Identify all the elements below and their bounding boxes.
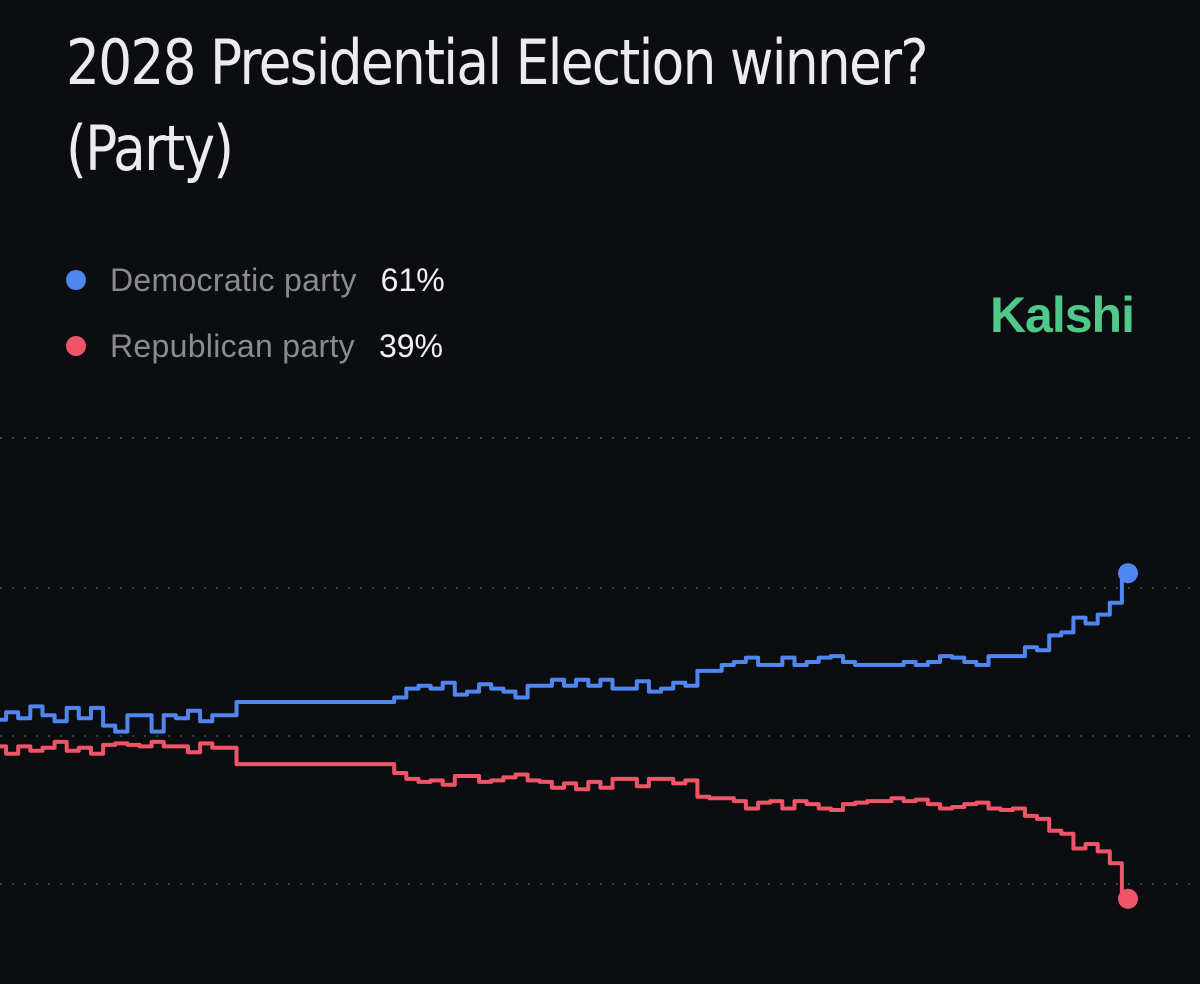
- legend-value: 39%: [378, 327, 443, 364]
- series-line-republican: [0, 739, 1128, 901]
- page-title: 2028 Presidential Election winner? (Part…: [66, 26, 929, 185]
- series-endpoint-republican: [1118, 888, 1138, 909]
- legend-value: 61%: [380, 261, 445, 298]
- kalshi-logo: Kalshi: [989, 287, 1135, 343]
- legend-item-democratic: Democratic party 61%: [66, 260, 445, 300]
- democratic-dot-icon: [66, 270, 86, 290]
- legend-item-republican: Republican party 39%: [66, 326, 443, 366]
- series-line-democratic: [0, 571, 1128, 734]
- series-endpoint-democratic: [1118, 563, 1138, 584]
- republican-dot-icon: [66, 336, 86, 356]
- legend-label: Democratic party: [110, 261, 357, 298]
- legend-label: Republican party: [110, 327, 355, 364]
